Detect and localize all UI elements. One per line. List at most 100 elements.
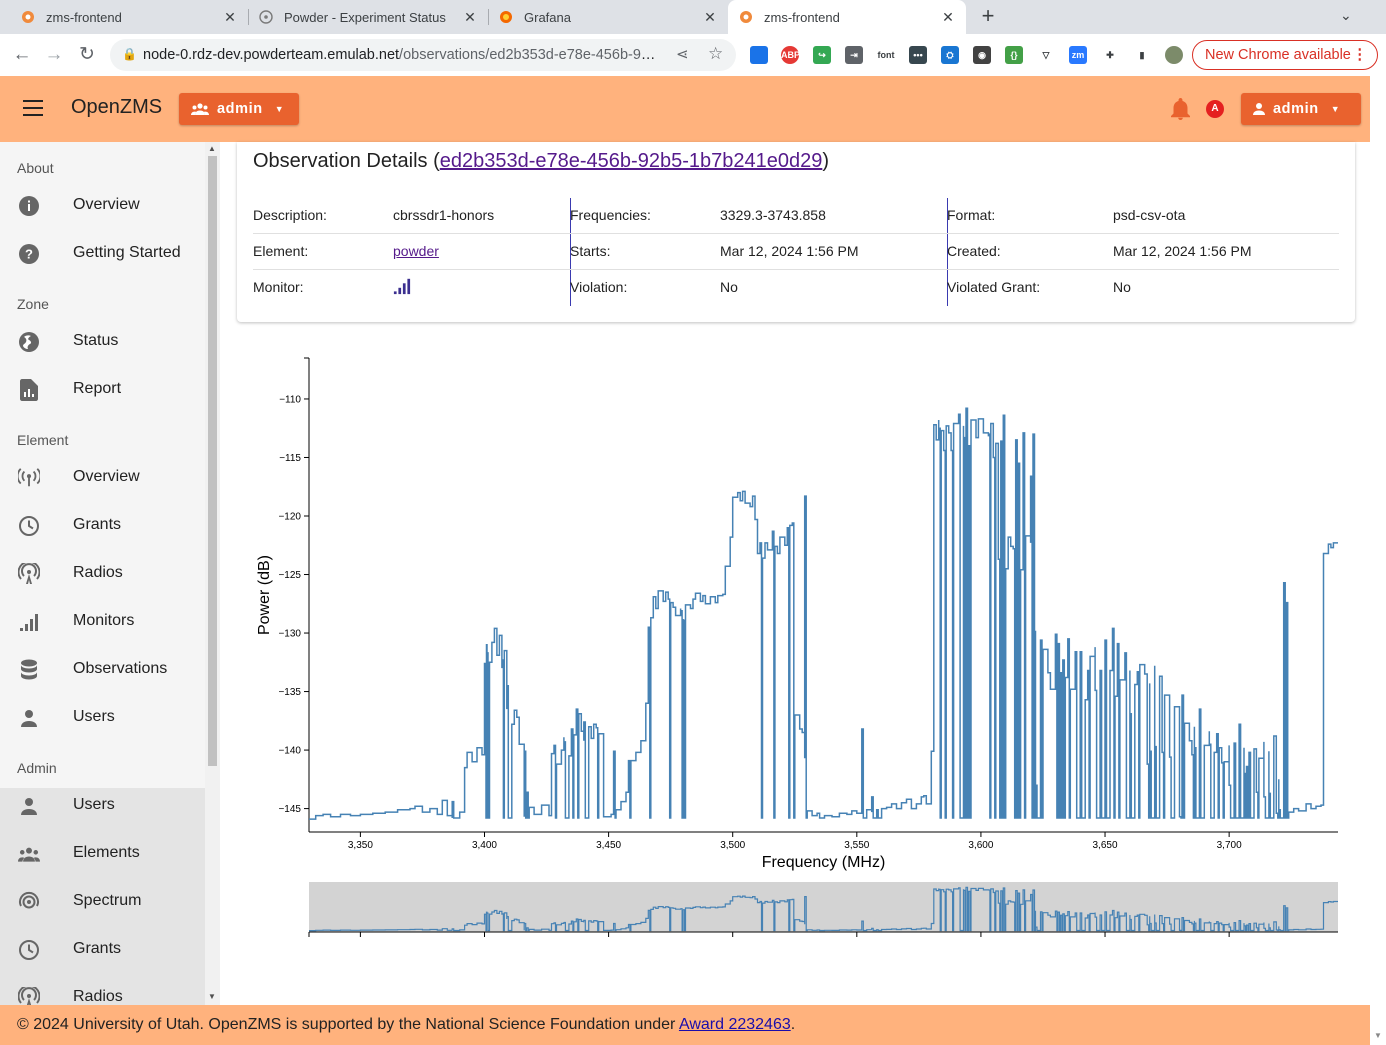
created-value: Mar 12, 2024 1:56 PM	[1113, 243, 1252, 259]
role-select-button[interactable]: admin ▼	[179, 93, 299, 125]
browser-tab-strip: zms-frontend ✕ Powder - Experiment Statu…	[0, 0, 1386, 34]
signal-bars-icon[interactable]	[393, 278, 411, 298]
scroll-down-arrow-icon[interactable]: ▼	[208, 992, 216, 1001]
powder-icon	[258, 9, 274, 25]
dots-ext-icon[interactable]: •••	[909, 46, 927, 64]
sidebar-section-admin: Admin	[17, 760, 57, 776]
calendar-ext-icon[interactable]	[750, 46, 768, 64]
sidebar-item-admin-spectrum[interactable]: Spectrum	[0, 878, 205, 926]
sidebar-section-element: Element	[17, 432, 69, 448]
browser-tab-2[interactable]: Powder - Experiment Status ✕	[238, 0, 488, 34]
detail-label: Description:	[253, 207, 327, 223]
detail-label: Violated Grant:	[947, 279, 1041, 295]
element-value[interactable]: powder	[393, 243, 439, 259]
bookmark-star-icon[interactable]: ☆	[708, 44, 724, 63]
github-ext-icon[interactable]: ◉	[973, 46, 991, 64]
new-chrome-available-button[interactable]: New Chrome available ⋮	[1192, 40, 1378, 70]
reload-icon[interactable]: ↻	[79, 44, 95, 65]
close-tab-icon[interactable]: ✕	[942, 8, 954, 25]
sidebar-item-admin-grants[interactable]: Grants	[0, 926, 205, 974]
arrow-ext-icon[interactable]: ↪	[813, 46, 831, 64]
role-label: admin	[217, 101, 263, 117]
details-row: Element: powder Starts: Mar 12, 2024 1:56 P…	[253, 233, 1339, 270]
pin-ext-icon[interactable]: ⇥	[845, 46, 863, 64]
group-icon	[191, 103, 209, 115]
font-ext-icon[interactable]: font	[877, 50, 895, 60]
sidebar-item-admin-radios[interactable]: Radios	[0, 974, 205, 1005]
tab-divider	[488, 9, 489, 25]
puzzle-icon[interactable]: ✚	[1106, 50, 1114, 60]
sidebar-item-element-monitors[interactable]: Monitors	[0, 598, 205, 646]
signal-bars-icon	[18, 611, 40, 633]
group-icon	[18, 843, 40, 865]
new-tab-icon[interactable]: +	[981, 3, 995, 28]
sidebar-item-element-radios[interactable]: Radios	[0, 550, 205, 598]
openzms-icon	[738, 9, 754, 25]
user-menu-button[interactable]: admin ▼	[1241, 93, 1361, 125]
sidebar-item-element-overview[interactable]: Overview	[0, 454, 205, 502]
page-scroll-down-icon[interactable]: ▼	[1374, 1031, 1382, 1040]
sidebar-item-label: Users	[73, 708, 115, 725]
y-tick-label: −130	[278, 629, 301, 640]
sidebar-item-label: Users	[73, 796, 115, 813]
monitor-value[interactable]	[393, 277, 411, 298]
power-spectrum-chart[interactable]: −110 −115 −120 −125 −130 −135 −140 −145 3,350 3,4…	[237, 340, 1370, 950]
sidepanel-icon[interactable]: ▮	[1139, 50, 1145, 60]
address-bar[interactable]: 🔒 node-0.rdz-dev.powderteam.emulab.net/o…	[110, 39, 736, 71]
brand-title[interactable]: OpenZMS	[71, 96, 163, 118]
sidebar-item-label: Grants	[73, 940, 122, 957]
sidebar-item-zone-status[interactable]: Status	[0, 318, 205, 366]
sidebar-item-zone-report[interactable]: Report	[0, 366, 205, 414]
openzms-icon	[20, 9, 36, 25]
x-tick-label: 3,500	[720, 840, 745, 851]
element-link[interactable]: powder	[393, 243, 439, 259]
sidebar-item-admin-users[interactable]: Users	[0, 782, 205, 830]
details-row: Description: cbrssdr1-honors Frequencies: 3…	[253, 197, 1339, 234]
forward-icon[interactable]: →	[44, 44, 64, 65]
back-icon[interactable]: ←	[12, 44, 32, 65]
y-tick-label: −115	[279, 453, 301, 464]
starts-value: Mar 12, 2024 1:56 PM	[720, 243, 859, 259]
close-tab-icon[interactable]: ✕	[704, 8, 716, 25]
profile-avatar-icon[interactable]	[1165, 46, 1183, 64]
sidebar-item-label: Getting Started	[73, 244, 181, 261]
browser-tab-1[interactable]: zms-frontend ✕	[0, 0, 248, 34]
footer: © 2024 University of Utah. OpenZMS is su…	[0, 1005, 1370, 1045]
award-link[interactable]: Award 2232463	[678, 1016, 791, 1033]
database-icon	[18, 659, 40, 681]
adblock-icon[interactable]: ABP	[781, 46, 800, 64]
sidebar-scroll-thumb[interactable]	[208, 156, 217, 766]
person-icon	[1253, 103, 1265, 115]
radio-tower-icon	[18, 987, 40, 1005]
share-icon[interactable]: ⋖	[676, 46, 689, 63]
close-tab-icon[interactable]: ✕	[464, 8, 476, 25]
browser-tab-3[interactable]: Grafana ✕	[478, 0, 728, 34]
more-menu-icon[interactable]: ⋮	[1352, 47, 1368, 63]
close-tab-icon[interactable]: ✕	[224, 8, 236, 25]
browser-tab-4-active[interactable]: zms-frontend ✕	[728, 0, 966, 34]
json-ext-icon[interactable]: {}	[1005, 46, 1023, 64]
bitwarden-icon[interactable]: ⛭	[941, 46, 959, 64]
sidebar-item-element-grants[interactable]: Grants	[0, 502, 205, 550]
x-axis-label: Frequency (MHz)	[762, 854, 886, 871]
page-scrollbar[interactable]: ▼	[1370, 76, 1386, 1045]
menu-icon[interactable]	[23, 100, 43, 116]
person-icon	[18, 707, 40, 729]
sidebar-item-element-users[interactable]: Users	[0, 694, 205, 742]
user-avatar-badge[interactable]: A	[1206, 100, 1224, 118]
observation-id-link[interactable]: ed2b353d-e78e-456b-92b5-1b7b241e0d29	[439, 150, 823, 172]
tab-search-chevron-icon[interactable]: ⌄	[1340, 7, 1352, 23]
violation-value: No	[720, 279, 738, 295]
sidebar-item-admin-elements[interactable]: Elements	[0, 830, 205, 878]
svg-text:?: ?	[25, 247, 33, 262]
scroll-up-arrow-icon[interactable]: ▲	[208, 144, 216, 153]
clock-icon	[18, 939, 40, 961]
sidebar-item-element-observations[interactable]: Observations	[0, 646, 205, 694]
frequencies-value: 3329.3-3743.858	[720, 207, 826, 223]
notifications-bell-icon[interactable]	[1171, 98, 1190, 125]
sidebar-item-about-overview[interactable]: Overview	[0, 182, 205, 230]
vue-devtools-icon[interactable]: ▽	[1042, 50, 1050, 60]
sidebar-item-about-getting-started[interactable]: ? Getting Started	[0, 230, 205, 278]
zotero-icon[interactable]: zm	[1069, 46, 1087, 64]
sidebar-item-label: Radios	[73, 564, 123, 581]
